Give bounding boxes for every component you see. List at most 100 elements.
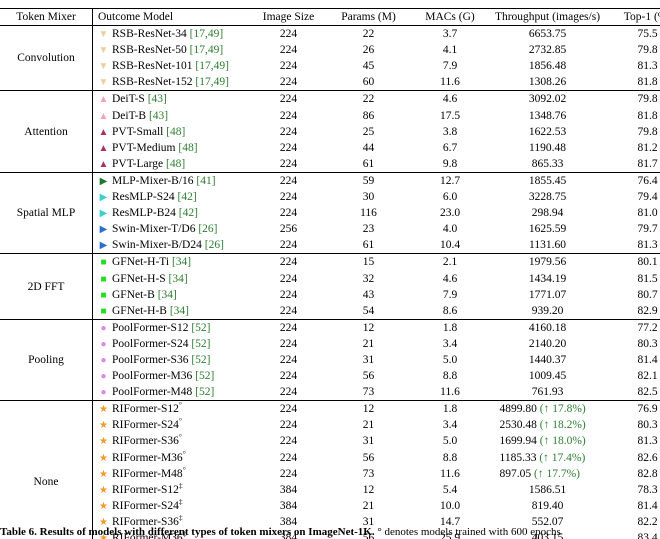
token-mixer-cell: Convolution <box>0 25 93 91</box>
throughput-gain: (↑ 17.7%) <box>534 467 580 480</box>
image-size-cell: 224 <box>279 353 298 366</box>
model-name: RSB-ResNet-152 <box>112 76 196 89</box>
top1-cell: 78.3 <box>637 483 658 496</box>
table-row: ★ RIFormer-M48° 224 73 11.6 897.05 (↑ 17.7%) 8… <box>0 466 660 482</box>
params-cell: 45 <box>362 60 375 73</box>
citation: [48] <box>166 125 186 138</box>
model-name: MLP-Mixer-B/16 <box>112 174 197 187</box>
params-cell: 31 <box>362 435 375 448</box>
image-size-cell: 224 <box>279 272 298 285</box>
model-cell: ★ RIFormer-S36° <box>93 433 252 449</box>
model-name: RIFormer-S24 <box>112 499 179 512</box>
table-row: None ★ RIFormer-S12° 224 12 1.8 4899.80 (↑ 17.… <box>0 400 660 539</box>
throughput-value: 819.40 <box>531 499 564 512</box>
macs-cell: 11.6 <box>440 386 460 399</box>
throughput-cell: 403.15 <box>489 530 606 539</box>
model-cell: ▶ ResMLP-S24 [42] <box>93 189 252 205</box>
throughput-with-gain: 2530.48 (↑ 18.2%) <box>500 417 596 433</box>
top1-cell: 82.5 <box>637 386 658 399</box>
image-size-cell: 224 <box>279 125 298 138</box>
top1-cell: 81.4 <box>637 499 658 512</box>
model-cell: ▼ RSB-ResNet-152 [17,49] <box>93 74 252 91</box>
throughput-cell: 819.40 <box>489 498 606 514</box>
circle-icon: ● <box>100 354 107 366</box>
top1-cell: 79.7 <box>637 223 658 236</box>
model-name: PoolFormer-S24 <box>112 337 192 350</box>
params-cell: 12 <box>362 483 375 496</box>
table-row: ● PoolFormer-S24 [52] 224 21 3.4 2140.20 80.3 <box>0 336 660 352</box>
params-cell: 31 <box>362 353 375 366</box>
table-row: ▶ ResMLP-B24 [42] 224 116 23.0 298.94 81.0 <box>0 205 660 221</box>
model-name: PoolFormer-M36 <box>112 370 196 383</box>
header-top1: Top-1 (%) <box>606 7 660 27</box>
table-row: ★ RIFormer-S36‡ 384 31 14.7 552.07 82.2 <box>0 514 660 530</box>
triangle-up-icon: ▲ <box>98 126 109 138</box>
table-row: ▲ PVT-Medium [48] 224 44 6.7 1190.48 81.2 <box>0 140 660 156</box>
citation: [17,49] <box>189 28 224 41</box>
top1-cell: 81.7 <box>637 157 658 170</box>
top1-cell: 80.3 <box>637 337 658 350</box>
image-size-cell: 224 <box>279 304 298 317</box>
image-size-cell: 384 <box>279 532 298 539</box>
model-cell: ▶ Swin-Mixer-B/D24 [26] <box>93 237 252 254</box>
table-row: ★ RIFormer-M36° 224 56 8.8 1185.33 (↑ 17.4%) 8… <box>0 449 660 466</box>
model-cell: ★ RIFormer-M36‡ <box>93 530 252 539</box>
top1-cell: 82.6 <box>637 451 658 464</box>
top1-cell: 80.1 <box>606 253 660 271</box>
model-cell: ■ GFNet-H-B [34] <box>93 303 252 320</box>
citation: [26] <box>204 239 224 252</box>
star-icon: ★ <box>99 452 108 464</box>
macs-cell: 4.6 <box>411 90 489 108</box>
throughput-cell: 1185.33 (↑ 17.4%) <box>489 450 606 466</box>
model-cell: ● PoolFormer-M36 [52] <box>93 368 252 384</box>
throughput-value: 1009.45 <box>528 370 567 383</box>
model-name: RIFormer-S36 <box>112 435 179 448</box>
citation: [42] <box>178 207 198 220</box>
throughput-value: 1185.33 <box>499 451 540 464</box>
model-superscript: ° <box>178 400 182 410</box>
citation: [34] <box>168 272 188 285</box>
citation: [17,49] <box>189 44 224 57</box>
throughput-value: 3092.02 <box>528 93 567 106</box>
params-cell: 86 <box>362 109 375 122</box>
table-row: ★ RIFormer-S24° 224 21 3.4 2530.48 (↑ 18.2%) 8… <box>0 417 660 433</box>
model-cell: ★ RIFormer-S24‡ <box>93 498 252 514</box>
model-name: ResMLP-S24 <box>112 191 178 204</box>
throughput-gain: (↑ 18.0%) <box>539 435 586 448</box>
triangle-up-icon: ▲ <box>98 94 109 106</box>
params-cell: 116 <box>360 207 377 220</box>
top1-cell: 79.8 <box>637 125 658 138</box>
star-icon: ★ <box>99 468 108 480</box>
model-name: RIFormer-S12 <box>112 403 179 416</box>
throughput-value: 939.20 <box>531 304 564 317</box>
macs-cell: 4.1 <box>442 44 458 57</box>
token-mixer-cell: Attention <box>0 90 93 173</box>
throughput-value: 1434.19 <box>528 272 567 285</box>
params-cell: 31 <box>362 515 375 528</box>
throughput-value: 1131.60 <box>529 239 566 252</box>
model-name: Swin-Mixer-T/D6 <box>112 223 199 236</box>
throughput-cell: 1190.48 <box>489 140 606 156</box>
throughput-value: 897.05 <box>499 467 534 480</box>
table-row: ★ RIFormer-S24‡ 384 21 10.0 819.40 81.4 <box>0 498 660 514</box>
params-cell: 56 <box>362 451 375 464</box>
throughput-value: 403.15 <box>531 532 564 539</box>
citation: [43] <box>148 109 169 122</box>
image-size-cell: 224 <box>279 386 298 399</box>
macs-cell: 11.6 <box>440 467 460 480</box>
top1-cell: 77.2 <box>606 318 660 336</box>
top1-cell: 80.7 <box>637 288 658 301</box>
throughput-value: 6653.75 <box>528 28 567 41</box>
star-icon: ★ <box>99 533 108 539</box>
throughput-cell: 552.07 <box>489 514 606 530</box>
model-name: RSB-ResNet-50 <box>112 44 190 57</box>
params-cell: 22 <box>326 90 411 108</box>
citation: [52] <box>195 386 215 399</box>
throughput-value: 4160.18 <box>528 321 567 334</box>
throughput-value: 865.33 <box>531 157 564 170</box>
model-name: PVT-Small <box>112 125 167 138</box>
throughput-cell: 1979.56 <box>489 253 606 271</box>
model-name: DeiT-B <box>112 109 149 122</box>
header-macs: MACs (G) <box>411 7 489 27</box>
throughput-cell: 1434.19 <box>489 271 606 287</box>
